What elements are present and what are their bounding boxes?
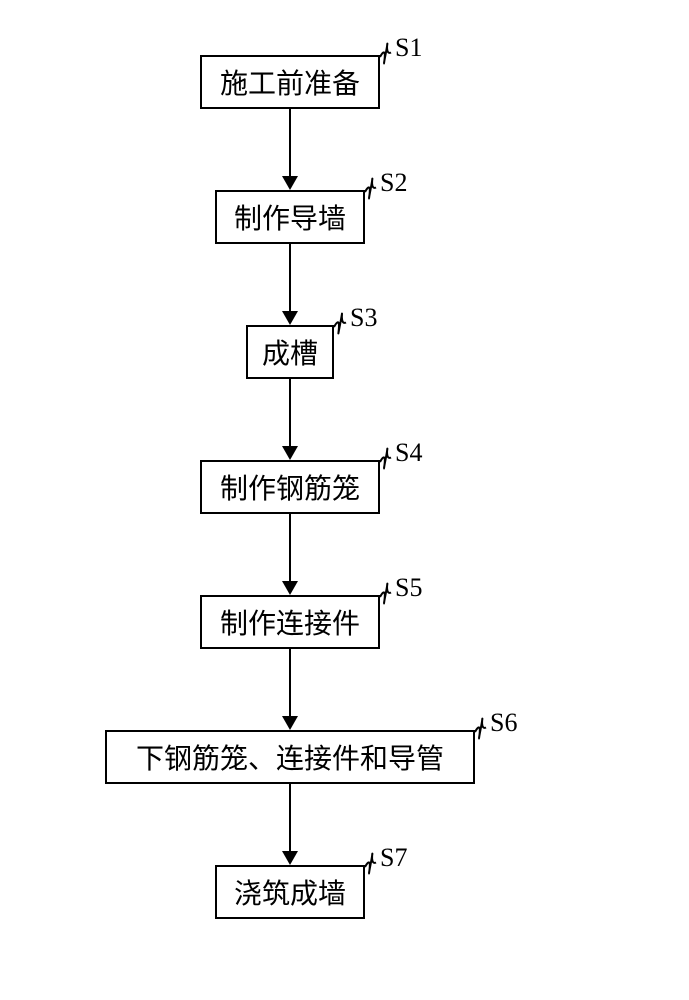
flow-node-text: 浇筑成墙 (234, 872, 346, 912)
step-label-s6: S6 (490, 708, 517, 738)
flow-node-s6: 下钢筋笼、连接件和导管 (105, 730, 475, 784)
step-label-s4: S4 (395, 438, 422, 468)
flow-node-text: 成槽 (262, 332, 318, 372)
flow-node-text: 下钢筋笼、连接件和导管 (136, 737, 444, 777)
step-label-s7: S7 (380, 843, 407, 873)
step-label-s5: S5 (395, 573, 422, 603)
step-label-s1: S1 (395, 33, 422, 63)
flow-node-s4: 制作钢筋笼 (200, 460, 380, 514)
flow-node-text: 制作导墙 (234, 197, 346, 237)
flow-node-text: 施工前准备 (220, 62, 360, 102)
flowchart-canvas: 施工前准备 S1 制作导墙 S2 成槽 S3 制作钢筋笼 S4 制作连接件 S5 下钢筋笼、连接件和… (0, 0, 689, 1000)
flow-node-s3: 成槽 (246, 325, 334, 379)
flow-node-s5: 制作连接件 (200, 595, 380, 649)
step-label-s3: S3 (350, 303, 377, 333)
flow-node-text: 制作钢筋笼 (220, 467, 360, 507)
flow-node-text: 制作连接件 (220, 602, 360, 642)
step-label-s2: S2 (380, 168, 407, 198)
flow-node-s7: 浇筑成墙 (215, 865, 365, 919)
flow-node-s1: 施工前准备 (200, 55, 380, 109)
flow-node-s2: 制作导墙 (215, 190, 365, 244)
